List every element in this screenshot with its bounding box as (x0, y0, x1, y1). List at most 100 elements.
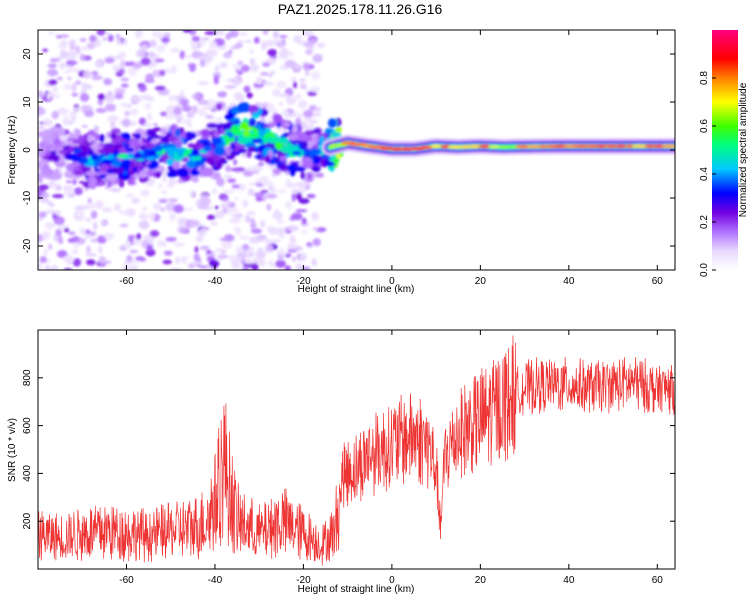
spectrogram-blob (288, 133, 299, 141)
spectrogram-speckle (130, 108, 139, 116)
spectrogram-speckle (79, 93, 90, 102)
spectrogram-speckle (190, 45, 198, 51)
spectrogram-blob (193, 155, 202, 161)
spectrogram-speckle (173, 242, 186, 247)
spectrogram-blob (166, 158, 175, 166)
spectrogram-speckle (213, 30, 225, 36)
spectrogram-blob (307, 172, 312, 180)
spectrogram-speckle (253, 36, 260, 44)
spectrogram-speckle (214, 65, 220, 73)
spectrogram-speckle (183, 105, 192, 112)
spectrogram-speckle (141, 45, 148, 49)
snr-y-label: SNR (10 * v/v) (7, 418, 18, 482)
spectrogram-speckle (303, 62, 310, 71)
spectrogram-x-tick-label: 40 (563, 276, 575, 287)
spectrogram-speckle (79, 38, 87, 42)
spectrogram-speckle (74, 205, 86, 211)
spectrogram-speckle (198, 107, 206, 117)
spectrogram-y-tick-label: 0 (22, 147, 33, 153)
spectrogram-speckle (107, 115, 119, 123)
spectrogram-speckle (170, 47, 180, 53)
spectrogram-blob (290, 145, 300, 152)
spectrogram-speckle (91, 70, 99, 76)
spectrogram-speckle (214, 117, 224, 124)
spectrogram-speckle (260, 72, 269, 76)
spectrogram-blob (276, 164, 288, 170)
colorbar-tick-label: 0.0 (699, 263, 710, 277)
spectrogram-speckle (230, 212, 236, 217)
spectrogram-speckle (153, 123, 158, 127)
spectrogram-speckle (265, 103, 275, 113)
colorbar-tick-label: 0.4 (699, 167, 710, 181)
spectrogram-speckle (125, 193, 136, 198)
spectrogram-blob (48, 154, 60, 162)
spectrogram-speckle (188, 219, 200, 227)
spectrogram-speckle (246, 211, 257, 215)
spectrogram-speckle (168, 94, 174, 102)
spectrogram-speckle (97, 93, 106, 101)
spectrogram-speckle (252, 170, 259, 175)
spectrogram-speckle (71, 83, 77, 92)
spectrogram-speckle (261, 238, 272, 243)
spectrogram-x-tick-label: -40 (208, 276, 223, 287)
spectrogram-speckle (73, 106, 81, 112)
spectrogram-speckle (278, 247, 285, 255)
spectrogram-speckle (245, 251, 255, 258)
spectrogram-speckle (272, 30, 280, 39)
spectrogram-blob (130, 175, 136, 185)
spectrogram-speckle (205, 114, 215, 120)
spectrogram-speckle (270, 70, 276, 75)
spectrogram-blob (137, 166, 142, 173)
spectrogram-ridge-peak (430, 144, 442, 148)
spectrogram-speckle (226, 178, 237, 183)
spectrogram-blob (324, 161, 336, 167)
spectrogram-speckle (206, 50, 216, 58)
spectrogram-ridge-peak (419, 145, 434, 150)
spectrogram-speckle (249, 58, 255, 65)
spectrogram-blob (279, 155, 287, 162)
spectrogram-blob (265, 141, 277, 150)
spectrogram-blob (327, 118, 337, 128)
spectrogram-speckle (124, 110, 131, 117)
spectrogram-speckle (272, 211, 283, 220)
spectrogram-speckle (294, 93, 302, 100)
spectrogram-speckle (204, 30, 217, 36)
spectrogram-x-tick-label: 20 (475, 276, 487, 287)
spectrogram-speckle (138, 220, 150, 230)
spectrogram-speckle (276, 218, 285, 224)
spectrogram-speckle (200, 37, 211, 41)
spectrogram-blob (134, 132, 142, 140)
spectrogram-speckle (120, 83, 129, 88)
colorbar: 0.0 0.2 0.4 0.6 0.8 Normalized spectral ampl… (699, 30, 749, 277)
spectrogram-speckle (265, 244, 274, 253)
spectrogram-ridge-peak (614, 144, 628, 148)
spectrogram-blob (151, 145, 163, 152)
spectrogram-speckle (120, 68, 126, 75)
spectrogram-speckle (179, 50, 186, 60)
spectrogram-speckle (63, 83, 72, 90)
spectrogram-blob (215, 161, 223, 170)
spectrogram-blob (175, 128, 181, 137)
spectrogram-speckle (81, 104, 89, 110)
spectrogram-speckle (293, 35, 302, 43)
spectrogram-speckle (232, 208, 240, 212)
spectrogram-speckle (168, 198, 178, 203)
spectrogram-speckle (168, 178, 177, 186)
spectrogram-speckle (249, 217, 256, 226)
spectrogram-ridge-peak (329, 143, 348, 147)
spectrogram-speckle (149, 230, 160, 238)
spectrogram-speckle (141, 206, 147, 212)
spectrogram-blob (128, 170, 136, 176)
spectrogram-speckle (148, 212, 155, 221)
spectrogram-speckle (247, 188, 256, 197)
spectrogram-speckle (215, 102, 223, 111)
spectrogram-y-tick-label: -10 (22, 190, 33, 205)
spectrogram-speckle (68, 49, 77, 58)
spectrogram-speckle (143, 213, 148, 222)
spectrogram-speckle (93, 125, 100, 133)
spectrogram-blob (65, 172, 76, 179)
spectrogram-speckle (103, 78, 113, 86)
spectrogram-blob (95, 181, 107, 186)
spectrogram-blob (94, 133, 101, 142)
